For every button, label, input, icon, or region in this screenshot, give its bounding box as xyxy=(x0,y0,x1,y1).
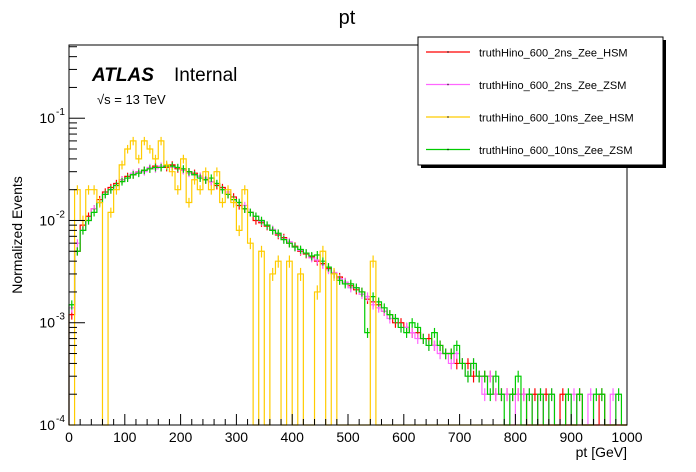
y-axis-label: Normalized Events xyxy=(9,176,25,294)
x-tick-label: 100 xyxy=(113,429,137,445)
y-tick-label: 10 xyxy=(39,417,55,433)
legend-label: truthHino_600_10ns_Zee_ZSM xyxy=(479,145,632,157)
x-axis-label: pt [GeV] xyxy=(576,444,627,460)
series-truthHino_600_2ns_Zee_ZSM xyxy=(68,162,627,426)
legend-label: truthHino_600_2ns_Zee_ZSM xyxy=(479,80,626,92)
histogram-line xyxy=(68,165,627,426)
legend-label: truthHino_600_10ns_Zee_HSM xyxy=(479,113,634,125)
legend-entry: truthHino_600_10ns_Zee_ZSM xyxy=(426,145,632,157)
x-tick-label: 700 xyxy=(448,429,472,445)
chart-title: pt xyxy=(339,7,356,29)
x-tick-label: 800 xyxy=(504,429,528,445)
y-tick-exponent: -4 xyxy=(56,414,65,425)
legend-entry: truthHino_600_10ns_Zee_HSM xyxy=(426,113,634,125)
atlas-label: ATLAS xyxy=(91,65,154,86)
y-tick-label: 10 xyxy=(39,110,55,126)
legend-box xyxy=(417,36,664,166)
series-truthHino_600_10ns_Zee_ZSM xyxy=(68,162,627,426)
series-truthHino_600_2ns_Zee_HSM xyxy=(68,161,627,426)
x-tick-label: 300 xyxy=(225,429,249,445)
legend-label: truthHino_600_2ns_Zee_HSM xyxy=(479,48,628,60)
x-tick-label: 400 xyxy=(281,429,305,445)
legend-entry: truthHino_600_2ns_Zee_ZSM xyxy=(426,80,626,92)
x-tick-label: 1000 xyxy=(611,429,642,445)
x-tick-label: 900 xyxy=(560,429,584,445)
legend-entry: truthHino_600_2ns_Zee_HSM xyxy=(426,48,628,60)
y-tick-exponent: -3 xyxy=(56,312,65,323)
y-tick-label: 10 xyxy=(39,212,55,228)
y-tick-label: 10 xyxy=(39,315,55,331)
legend: truthHino_600_2ns_Zee_HSM truthHino_600_2… xyxy=(417,36,666,168)
x-tick-label: 0 xyxy=(65,429,73,445)
energy-label: √s = 13 TeV xyxy=(97,92,166,107)
x-tick-label: 500 xyxy=(336,429,360,445)
histogram-line xyxy=(68,164,627,426)
histogram-line xyxy=(68,165,627,426)
internal-label: Internal xyxy=(174,65,237,86)
x-tick-label: 600 xyxy=(392,429,416,445)
series-truthHino_600_10ns_Zee_HSM xyxy=(69,136,627,426)
histogram-series-group xyxy=(68,136,627,426)
x-tick-label: 200 xyxy=(169,429,193,445)
y-tick-exponent: -2 xyxy=(56,209,65,220)
y-tick-exponent: -1 xyxy=(56,107,65,118)
axes: 0 100 200 300 400 500 600 700 800 900 100010-410-3… xyxy=(39,46,643,445)
